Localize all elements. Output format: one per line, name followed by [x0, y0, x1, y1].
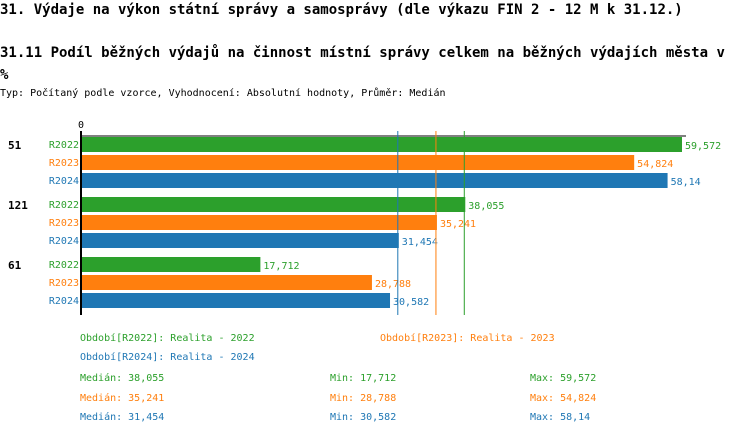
- bar-value-label: 28,788: [375, 279, 411, 290]
- bar-value-label: 17,712: [263, 261, 299, 272]
- bar-value-label: 35,241: [440, 219, 476, 230]
- bar-value-label: 59,572: [685, 141, 721, 152]
- bar: [82, 293, 391, 308]
- max-r2022: Max: 59,572: [530, 373, 597, 384]
- bar-value-label: 54,824: [637, 159, 673, 170]
- max-r2023: Max: 54,824: [530, 393, 597, 404]
- bar-value-label: 30,582: [393, 297, 429, 308]
- min-r2023: Min: 28,788: [330, 393, 397, 404]
- median-r2023: Medián: 35,241: [80, 393, 165, 404]
- series-label: R2023: [49, 278, 79, 289]
- category-label: 121: [8, 199, 28, 212]
- page-title: 31. Výdaje na výkon státní správy a samo…: [0, 2, 683, 18]
- legend-period-r2022: Období[R2022]: Realita - 2022: [80, 333, 255, 344]
- series-label: R2024: [49, 236, 79, 247]
- median-r2024: Medián: 31,454: [80, 412, 165, 423]
- series-label: R2024: [49, 176, 79, 187]
- min-r2022: Min: 17,712: [330, 373, 397, 384]
- series-label: R2024: [49, 296, 79, 307]
- chart-info: Typ: Počítaný podle vzorce, Vyhodnocení:…: [0, 88, 446, 99]
- bar: [82, 197, 466, 212]
- legend-period-r2023: Období[R2023]: Realita - 2023: [380, 333, 555, 344]
- min-r2024: Min: 30,582: [330, 412, 397, 423]
- bar: [82, 233, 399, 248]
- series-label: R2022: [49, 200, 79, 211]
- bar: [82, 275, 372, 290]
- category-label: 61: [8, 259, 22, 272]
- bar: [82, 257, 261, 272]
- bar-chart: 0 51 R2022 59,572 R2023 54,824 R2024 58,14 121 R2…: [8, 120, 721, 315]
- bar-value-label: 38,055: [468, 201, 504, 212]
- series-label: R2022: [49, 260, 79, 271]
- median-r2022: Medián: 38,055: [80, 373, 165, 384]
- max-r2024: Max: 58,14: [530, 412, 591, 423]
- bar: [82, 173, 668, 188]
- legend-period-r2024: Období[R2024]: Realita - 2024: [80, 352, 255, 363]
- chart-subtitle: 31.11 Podíl běžných výdajů na činnost mí…: [0, 45, 725, 83]
- bar-value-label: 31,454: [402, 237, 438, 248]
- series-label: R2023: [49, 218, 79, 229]
- bar: [82, 155, 635, 170]
- bar-value-label: 58,14: [671, 177, 701, 188]
- category-label: 51: [8, 139, 22, 152]
- bar: [82, 137, 682, 152]
- series-label: R2022: [49, 140, 79, 151]
- bar: [82, 215, 437, 230]
- series-label: R2023: [49, 158, 79, 169]
- x-tick-label: 0: [78, 120, 84, 131]
